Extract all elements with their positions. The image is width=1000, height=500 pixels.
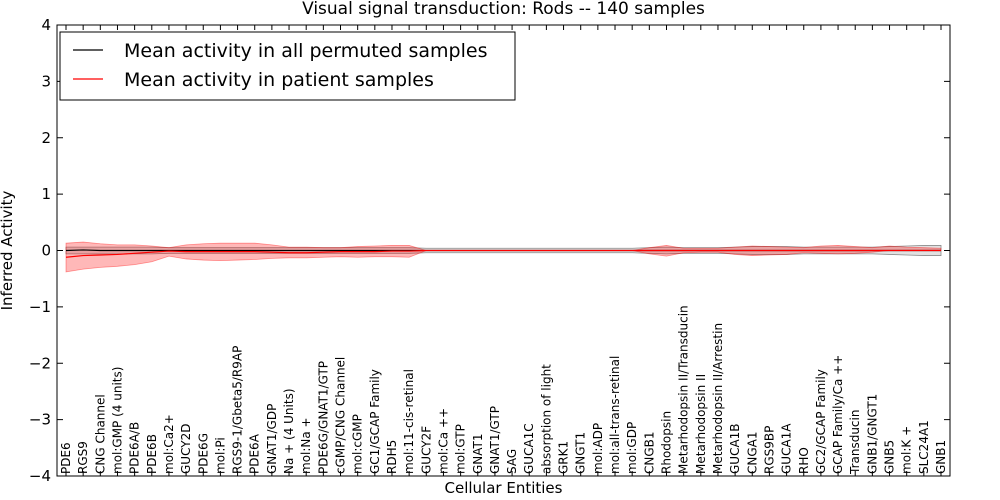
xtick-label: CNGA1 [745, 432, 759, 475]
legend-box [59, 31, 516, 101]
ytick-label: −2 [29, 354, 51, 372]
xtick-label: SLC24A1 [917, 420, 931, 474]
xtick-label: mol:Pi [213, 437, 227, 474]
patient-band [65, 241, 942, 273]
y-axis-label: Inferred Activity [0, 190, 16, 310]
legend: Mean activity in all permuted samples Me… [59, 31, 516, 101]
xtick-label: GRK1 [557, 441, 571, 474]
x-axis-label: Cellular Entities [445, 479, 563, 497]
xtick-label: mol:K + [900, 426, 914, 474]
ytick-label: −4 [29, 467, 51, 485]
xtick-label: mol:all-trans-retinal [608, 356, 622, 474]
xtick-label: GUCY2F [419, 426, 433, 474]
xtick-label: GNAT1 [471, 433, 485, 474]
xtick-label: Transducin [848, 410, 862, 475]
ytick-label: −3 [29, 411, 51, 429]
xtick-label: GUCY2D [179, 424, 193, 474]
xtick-label: GNB5 [883, 440, 897, 474]
xtick-label: GNB1/GNGT1 [865, 394, 879, 474]
xtick-label: Metarhodopsin II [694, 374, 708, 474]
xtick-label: GUCA1B [728, 423, 742, 474]
xtick-label: GCAP Family/Ca ++ [831, 355, 845, 474]
ytick-label: 2 [41, 129, 51, 147]
xtick-label: absorption of light [539, 364, 553, 474]
xtick-label: RGS9-1/Gbeta5/R9AP [231, 346, 245, 474]
xtick-label: mol:Ca ++ [436, 408, 450, 474]
xtick-label: GNAT1/GTP [488, 406, 502, 474]
xtick-label: mol:11-cis-retinal [402, 369, 416, 474]
xtick-label: mol:GTP [454, 424, 468, 474]
legend-label-patient: Mean activity in patient samples [124, 69, 434, 91]
xtick-label: RHO [797, 447, 811, 474]
xtick-label: mol:Ca2+ [162, 414, 176, 474]
xtick-label: GC1/GCAP Family [368, 369, 382, 474]
xtick-label: mol:GDP [625, 422, 639, 474]
xtick-label: Rhodopsin [659, 411, 673, 474]
xtick-label: CNGB1 [642, 431, 656, 474]
xtick-label: RDH5 [385, 440, 399, 474]
xtick-label: GNB1 [934, 440, 948, 474]
xtick-label: PDE6A/B [128, 422, 142, 474]
ytick-label: 1 [41, 185, 51, 203]
xtick-label: GNAT1/GDP [265, 404, 279, 474]
xtick-label: Na + (4 Units) [282, 388, 296, 474]
xtick-label: GUCA1A [780, 423, 794, 474]
xtick-label: PDE6B [145, 434, 159, 474]
xtick-label: mol:Na + [299, 417, 313, 474]
legend-label-permuted: Mean activity in all permuted samples [124, 40, 487, 62]
plot-area: −4 −3 −2 −1 0 1 2 3 4 PDE6 RGS9 CNG Channel mol:GMP … [29, 16, 951, 485]
xtick-label: PDE6A [248, 433, 262, 474]
xtick-label: Metarhodopsin II/Transducin [677, 305, 691, 474]
xtick-label: CNG Channel [93, 394, 107, 474]
xtick-label: GC2/GCAP Family [814, 369, 828, 474]
xtick-label: mol:cGMP [351, 414, 365, 474]
xtick-label: mol:ADP [591, 423, 605, 474]
patient-mean-line [65, 249, 941, 258]
ytick-label: −1 [29, 298, 51, 316]
chart-title: Visual signal transduction: Rods -- 140 … [302, 0, 705, 19]
xtick-label: SAG [505, 449, 519, 474]
xtick-label: PDE6 [59, 442, 73, 474]
ytick-label: 4 [41, 16, 51, 34]
xtick-label: GUCA1C [522, 423, 536, 474]
xtick-label: GNGT1 [574, 432, 588, 474]
xtick-label: mol:GMP (4 units) [110, 367, 124, 474]
xtick-label: RGS9 [76, 441, 90, 474]
xtick-label: Metarhodopsin II/Arrestin [711, 323, 725, 474]
xtick-label: PDE6G [196, 433, 210, 474]
xtick-label: cGMP/CNG Channel [334, 357, 348, 474]
ytick-label: 0 [41, 242, 51, 260]
xtick-label: RGS9BP [762, 426, 776, 474]
xtick-label: PDE6G/GNAT1/GTP [316, 361, 330, 474]
ytick-label: 3 [41, 72, 51, 90]
